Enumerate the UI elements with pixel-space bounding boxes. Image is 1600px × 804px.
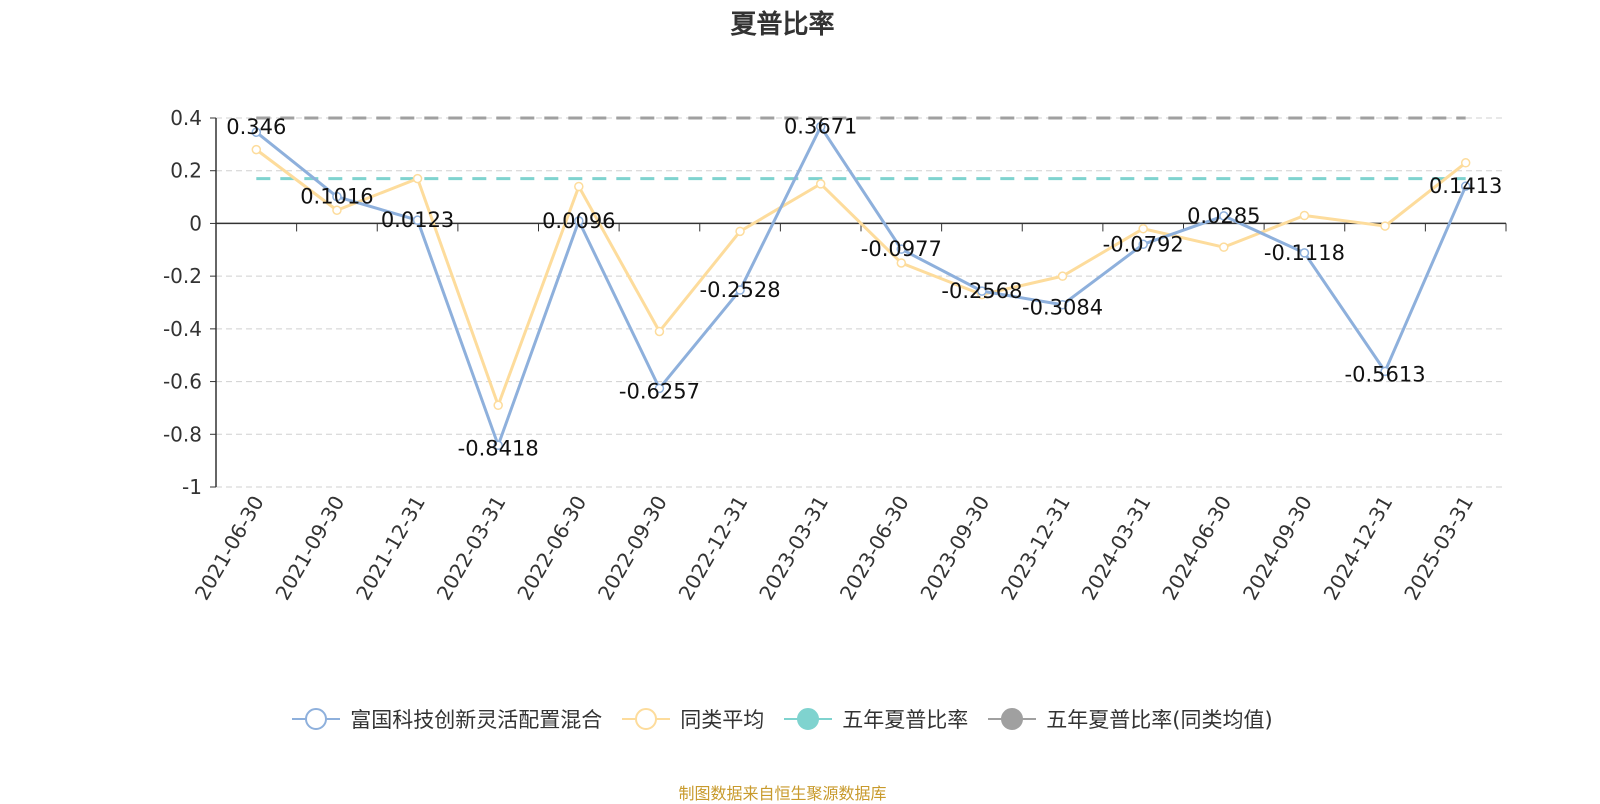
legend-item-peer-average[interactable]: 同类平均 bbox=[622, 704, 764, 734]
data-point bbox=[735, 226, 745, 237]
legend-line-circle-icon bbox=[292, 708, 341, 730]
data-point bbox=[654, 383, 665, 394]
legend-label: 同类平均 bbox=[680, 708, 765, 732]
data-point bbox=[493, 440, 503, 451]
x-tick-label: 2023-06-30 bbox=[835, 492, 914, 605]
data-point bbox=[1138, 223, 1148, 234]
y-tick-label: -0.6 bbox=[163, 370, 202, 394]
legend-item-fund[interactable]: 富国科技创新灵活配置混合 bbox=[292, 704, 602, 734]
data-point bbox=[1219, 211, 1229, 221]
x-tick-label: 2024-03-31 bbox=[1077, 492, 1156, 605]
data-point bbox=[815, 179, 826, 189]
legend-item-five-year-sharpe-peer[interactable]: 五年夏普比率(同类均值) bbox=[988, 704, 1273, 734]
data-label: -0.0977 bbox=[861, 237, 942, 261]
data-point bbox=[1460, 158, 1471, 168]
data-label: -0.8418 bbox=[458, 436, 539, 460]
data-point bbox=[493, 400, 503, 411]
x-tick-label: 2022-09-30 bbox=[593, 492, 672, 605]
x-tick-label: 2023-12-31 bbox=[996, 492, 1075, 605]
data-label: 0.0285 bbox=[1187, 204, 1260, 228]
data-label: -0.3084 bbox=[1022, 296, 1103, 320]
x-tick-label: 2022-03-31 bbox=[432, 492, 511, 605]
data-label: -0.1118 bbox=[1264, 241, 1345, 265]
data-label: -0.0792 bbox=[1103, 232, 1184, 256]
data-point bbox=[896, 244, 907, 254]
legend-label: 五年夏普比率 bbox=[842, 708, 969, 732]
legend-line-dot-icon bbox=[784, 708, 833, 730]
legend: 富国科技创新灵活配置混合 同类平均 五年夏普比率 五年夏普比率(同类均值) bbox=[0, 704, 1565, 734]
data-label: 0.1016 bbox=[300, 185, 373, 209]
data-label: 0.3671 bbox=[784, 115, 857, 139]
data-point bbox=[332, 191, 342, 202]
grid-lines bbox=[216, 117, 1506, 488]
legend-line-dot-icon bbox=[988, 708, 1037, 730]
data-label: 0.0123 bbox=[381, 208, 454, 232]
legend-line-circle-icon bbox=[622, 708, 671, 730]
legend-label: 五年夏普比率(同类均值) bbox=[1046, 708, 1273, 732]
x-tick-label: 2024-12-31 bbox=[1318, 492, 1397, 605]
x-tick-label: 2021-06-30 bbox=[190, 492, 269, 605]
data-point bbox=[1380, 221, 1390, 231]
data-label: 0.1413 bbox=[1429, 174, 1502, 198]
data-label: 0.346 bbox=[226, 115, 286, 139]
data-point bbox=[251, 127, 262, 137]
data-label: -0.2528 bbox=[700, 278, 781, 302]
y-tick-label: 0.4 bbox=[170, 106, 202, 130]
data-point bbox=[412, 215, 423, 225]
data-point bbox=[1460, 181, 1471, 191]
y-tick-label: 0.2 bbox=[170, 159, 202, 183]
data-point bbox=[654, 326, 665, 337]
data-point bbox=[977, 286, 987, 296]
x-tick-label: 2023-03-31 bbox=[754, 492, 833, 605]
data-point bbox=[574, 216, 584, 226]
data-point bbox=[896, 258, 907, 268]
data-point bbox=[1057, 271, 1068, 281]
reference-lines bbox=[256, 116, 1466, 181]
x-tick-label: 2021-09-30 bbox=[270, 492, 349, 605]
x-tick-label: 2021-12-31 bbox=[351, 492, 430, 605]
y-tick-label: 0 bbox=[189, 211, 202, 235]
legend-label: 富国科技创新灵活配置混合 bbox=[350, 708, 603, 732]
data-point bbox=[1057, 299, 1068, 310]
data-point bbox=[412, 173, 423, 184]
data-label: -0.5613 bbox=[1345, 362, 1426, 386]
data-point bbox=[1219, 242, 1229, 252]
y-tick-label: -0.8 bbox=[163, 422, 202, 446]
y-tick-label: -1 bbox=[182, 475, 202, 499]
series-lines bbox=[251, 121, 1471, 451]
series-line bbox=[255, 125, 1468, 447]
chart-title: 夏普比率 bbox=[730, 10, 835, 40]
data-point bbox=[1138, 239, 1148, 250]
data-point bbox=[251, 144, 262, 155]
x-tick-label: 2025-03-31 bbox=[1399, 492, 1478, 605]
x-tick-label: 2024-09-30 bbox=[1238, 492, 1317, 605]
x-tick-label: 2022-12-31 bbox=[673, 492, 752, 605]
data-point bbox=[1299, 210, 1310, 221]
series-line bbox=[255, 148, 1467, 407]
x-tick-label: 2022-06-30 bbox=[512, 492, 591, 605]
data-point bbox=[815, 121, 826, 132]
x-tick-label: 2024-06-30 bbox=[1157, 492, 1236, 605]
data-point bbox=[1299, 248, 1310, 258]
data-label: -0.6257 bbox=[619, 379, 700, 403]
y-tick-label: -0.4 bbox=[163, 317, 202, 341]
x-tick-label: 2023-09-30 bbox=[915, 492, 994, 605]
y-tick-label: -0.2 bbox=[163, 264, 202, 288]
source-note: 制图数据来自恒生聚源数据库 bbox=[678, 784, 887, 803]
data-label: -0.2568 bbox=[941, 279, 1022, 303]
data-point bbox=[332, 205, 342, 215]
data-point bbox=[574, 181, 584, 192]
data-label: 0.0096 bbox=[542, 209, 615, 233]
data-point bbox=[735, 285, 745, 295]
data-point bbox=[1380, 366, 1390, 377]
data-labels: 0.346 0.1016 0.0123 -0.8418 0.0096 -0.6257 -0.… bbox=[226, 115, 1502, 461]
legend-item-five-year-sharpe[interactable]: 五年夏普比率 bbox=[784, 704, 968, 734]
